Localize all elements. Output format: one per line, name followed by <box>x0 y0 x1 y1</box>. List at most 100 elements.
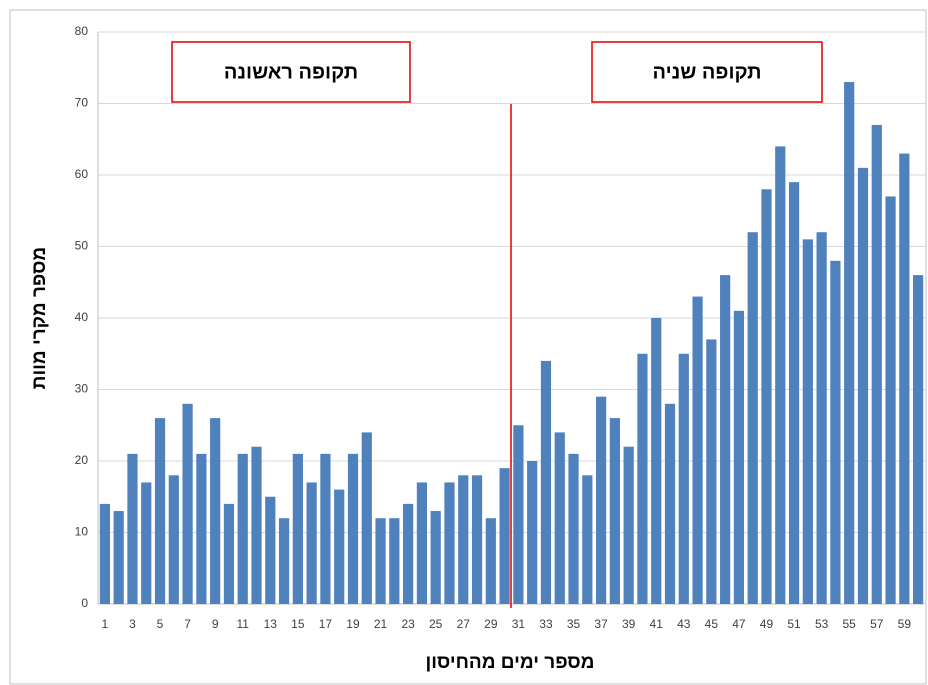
chart-frame <box>9 9 927 685</box>
bar <box>292 453 303 604</box>
bar <box>154 418 166 604</box>
x-tick-label: 11 <box>236 617 249 631</box>
x-tick-label: 9 <box>212 617 219 631</box>
y-tick-label: 10 <box>75 525 89 539</box>
bar <box>540 360 552 604</box>
y-tick-label: 50 <box>75 239 89 253</box>
bar <box>347 453 359 604</box>
bar <box>99 503 110 604</box>
bar <box>444 482 455 604</box>
x-tick-label: 23 <box>401 617 415 631</box>
bar <box>706 339 717 604</box>
x-tick-label: 45 <box>705 617 719 631</box>
x-tick-label: 39 <box>622 617 636 631</box>
bar <box>885 196 896 604</box>
bar <box>857 167 869 604</box>
bar <box>899 153 910 605</box>
bar <box>237 453 248 604</box>
bar <box>678 353 689 604</box>
x-tick-label: 1 <box>102 617 109 631</box>
bar <box>844 82 855 605</box>
x-tick-label: 49 <box>760 617 774 631</box>
x-tick-label: 31 <box>512 617 526 631</box>
bar <box>609 418 620 604</box>
x-tick-label: 13 <box>264 617 278 631</box>
bar <box>485 518 496 604</box>
bar <box>802 239 813 604</box>
x-tick-label: 57 <box>870 617 884 631</box>
bar <box>623 446 634 604</box>
bar <box>389 518 400 604</box>
x-tick-label: 3 <box>129 617 136 631</box>
bar <box>223 503 235 604</box>
bar <box>554 432 565 604</box>
bar <box>692 296 703 604</box>
x-tick-label: 27 <box>457 617 471 631</box>
bar <box>430 511 441 604</box>
x-tick-label: 37 <box>594 617 608 631</box>
x-tick-label: 35 <box>567 617 581 631</box>
bar <box>375 518 386 604</box>
x-tick-label: 53 <box>815 617 829 631</box>
bar <box>196 453 207 604</box>
bar <box>168 475 179 604</box>
annotation: תקופה ראשונה <box>224 61 358 83</box>
bar <box>733 310 745 604</box>
bar <box>320 453 331 604</box>
x-axis-title: מספר ימים מהחיסון <box>426 652 595 673</box>
y-tick-label: 70 <box>75 96 89 110</box>
bar <box>113 511 124 604</box>
x-tick-label: 59 <box>898 617 912 631</box>
bar <box>334 489 345 604</box>
y-tick-label: 20 <box>75 453 89 467</box>
x-tick-label: 41 <box>650 617 664 631</box>
bar <box>306 482 317 604</box>
bar <box>513 425 524 604</box>
bar <box>651 318 662 604</box>
annotation: תקופה שניה <box>652 61 761 83</box>
bar <box>775 146 786 604</box>
bar <box>816 232 827 604</box>
bar <box>265 496 276 604</box>
bar <box>720 275 731 604</box>
x-tick-label: 29 <box>484 617 498 631</box>
x-tick-label: 17 <box>319 617 333 631</box>
x-tick-label: 51 <box>787 617 801 631</box>
x-tick-label: 43 <box>677 617 691 631</box>
bar <box>471 475 483 604</box>
annotation-box <box>591 41 823 103</box>
bar <box>871 124 882 604</box>
bar <box>361 432 372 604</box>
bar <box>141 482 152 604</box>
bar <box>788 182 800 604</box>
y-tick-label: 40 <box>75 310 89 324</box>
bar <box>403 503 414 604</box>
y-tick-label: 80 <box>75 24 89 38</box>
bar <box>210 418 221 604</box>
bar <box>182 403 193 604</box>
bar <box>251 446 262 604</box>
x-tick-label: 5 <box>157 617 164 631</box>
y-axis-title: מספר מקרי מוות <box>29 247 50 389</box>
bar <box>527 461 538 604</box>
bar <box>278 518 290 604</box>
bar <box>637 353 648 604</box>
x-tick-label: 7 <box>184 617 191 631</box>
bar <box>595 396 607 604</box>
y-tick-label: 30 <box>75 382 89 396</box>
x-tick-label: 55 <box>843 617 857 631</box>
bar <box>568 453 579 604</box>
x-tick-label: 15 <box>291 617 305 631</box>
x-tick-label: 33 <box>539 617 553 631</box>
annotation-box <box>171 41 411 103</box>
bar <box>664 403 676 604</box>
y-tick-label: 60 <box>75 167 89 181</box>
bar <box>127 453 138 604</box>
bar <box>416 482 428 604</box>
y-tick-label: 0 <box>81 596 88 610</box>
bar <box>761 189 772 605</box>
bar <box>458 475 469 604</box>
x-tick-label: 47 <box>732 617 746 631</box>
bar <box>830 260 841 604</box>
